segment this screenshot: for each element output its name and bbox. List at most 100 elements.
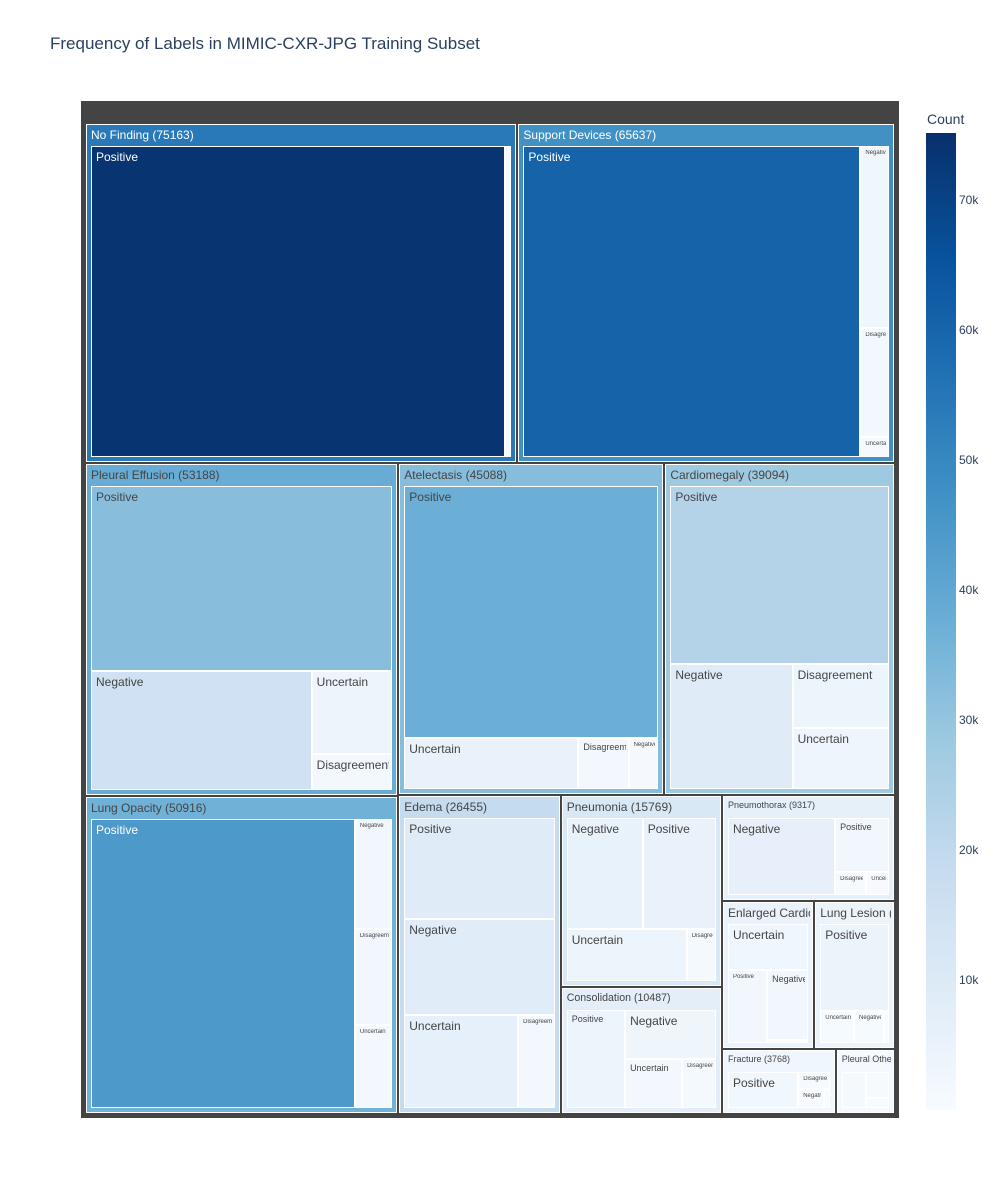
leaf-label: Positive	[647, 822, 690, 837]
leaf-lung-opacity-disagreement[interactable]: Disagreement	[354, 928, 393, 1025]
leaf-pleural-other-unlabeled[interactable]	[865, 1098, 889, 1108]
leaf-label: Negative	[803, 1093, 821, 1100]
leaf-pneumothorax-disagreement[interactable]: Disagreement	[835, 872, 867, 895]
leaf-atelectasis-disagreement[interactable]: Disagreement	[578, 738, 629, 790]
leaf-pleural-other-unlabeled[interactable]	[865, 1072, 889, 1099]
category-label: Enlarged Cardiomediastinum (7004)	[727, 905, 810, 920]
leaf-pleural-effusion-disagreement[interactable]: Disagreement	[311, 753, 393, 790]
leaf-consolidation-disagreement[interactable]: Disagreement	[682, 1058, 716, 1108]
leaf-pneumonia-disagreement[interactable]: Disagreement	[686, 929, 716, 981]
leaf-label: Negative	[859, 1015, 881, 1022]
leaf-consolidation-uncertain[interactable]: Uncertain	[625, 1058, 683, 1108]
leaf-label: Disagreement	[523, 1019, 552, 1026]
leaf-label: Positive	[528, 150, 571, 164]
leaf-pneumonia-negative[interactable]: Negative	[566, 818, 643, 930]
leaf-label: Negative	[865, 150, 886, 156]
leaf-lung-lesion-disagreement[interactable]	[883, 1011, 889, 1044]
leaf-pneumothorax-positive[interactable]: Positive	[835, 818, 889, 873]
leaf-pleural-effusion-uncertain[interactable]: Uncertain	[311, 670, 393, 754]
leaf-label: Positive	[409, 822, 452, 837]
leaf-lung-opacity-negative[interactable]: Negative	[354, 818, 393, 929]
leaf-lung-opacity-uncertain[interactable]: Uncertain	[354, 1024, 393, 1108]
leaf-label: Positive	[825, 927, 868, 942]
leaf-no-finding-positive[interactable]: Positive	[91, 146, 505, 458]
leaf-label: Negative	[409, 922, 457, 937]
leaf-label: Positive	[96, 490, 139, 505]
leaf-pneumonia-uncertain[interactable]: Uncertain	[566, 929, 687, 981]
leaf-support-devices-disagreement[interactable]: Disagreement	[860, 327, 889, 437]
leaf-support-devices-negative[interactable]: Negative	[860, 146, 889, 328]
leaf-label: Negative	[630, 1013, 678, 1028]
leaf-lung-lesion-negative[interactable]: Negative	[854, 1011, 884, 1044]
leaf-pleural-other-unlabeled[interactable]	[841, 1072, 866, 1108]
colorbar-tick-label: 10k	[959, 973, 979, 988]
leaf-no-finding-disagreement[interactable]	[504, 146, 512, 458]
category-label: Pleural Effusion (53188)	[91, 468, 220, 483]
leaf-cardiomegaly-positive[interactable]: Positive	[670, 486, 889, 665]
category-label: Consolidation (10487)	[566, 991, 671, 1004]
leaf-label: Disagreement	[865, 331, 886, 338]
category-label: Pneumothorax (9317)	[727, 800, 816, 811]
chart-title: Frequency of Labels in MIMIC-CXR-JPG Tra…	[50, 34, 480, 53]
leaf-atelectasis-negative[interactable]: Negative	[628, 738, 659, 790]
leaf-label: Positive	[840, 822, 872, 833]
leaf-label: Uncertain	[571, 933, 624, 948]
leaf-label: Disagreement	[359, 932, 389, 939]
leaf-label: Disagreement	[316, 757, 390, 772]
leaf-atelectasis-positive[interactable]: Positive	[404, 486, 659, 739]
leaf-label: Negative	[96, 674, 144, 689]
leaf-edema-disagreement[interactable]: Disagreement	[518, 1015, 555, 1108]
leaf-label: Positive	[732, 973, 754, 980]
category-label: Atelectasis (45088)	[404, 468, 507, 483]
leaf-label: Uncertain	[732, 927, 785, 942]
category-label: Support Devices (65637)	[523, 128, 657, 142]
leaf-lung-opacity-positive[interactable]: Positive	[91, 818, 355, 1108]
leaf-pleural-effusion-positive[interactable]: Positive	[91, 486, 393, 671]
leaf-label: Negative	[675, 668, 723, 683]
leaf-consolidation-negative[interactable]: Negative	[625, 1009, 716, 1059]
leaf-pleural-effusion-negative[interactable]: Negative	[91, 670, 312, 790]
leaf-label: Negative	[571, 822, 620, 837]
leaf-enlarged-cardiomediastinum-disagreement[interactable]	[767, 1039, 809, 1044]
leaf-fracture-positive[interactable]: Positive	[727, 1072, 799, 1108]
leaf-support-devices-positive[interactable]: Positive	[523, 146, 861, 458]
category-label: No Finding (75163)	[91, 128, 194, 142]
leaf-label: Uncertain	[409, 742, 461, 757]
leaf-pneumothorax-negative[interactable]: Negative	[727, 818, 836, 895]
leaf-support-devices-uncertain[interactable]: Uncertain	[860, 436, 889, 458]
leaf-edema-uncertain[interactable]: Uncertain	[404, 1015, 519, 1108]
category-label: Pneumonia (15769)	[566, 800, 673, 815]
leaf-fracture-uncertain[interactable]	[823, 1089, 830, 1108]
category-label: Cardiomegaly (39094)	[670, 468, 790, 483]
leaf-label: Negative	[732, 822, 781, 837]
leaf-cardiomegaly-negative[interactable]: Negative	[670, 664, 793, 790]
leaf-fracture-disagreement[interactable]: Disagreement	[798, 1072, 830, 1090]
leaf-pneumothorax-uncertain[interactable]: Uncertain	[866, 872, 889, 895]
leaf-lung-lesion-uncertain[interactable]: Uncertain	[820, 1011, 854, 1044]
leaf-cardiomegaly-uncertain[interactable]: Uncertain	[792, 727, 889, 790]
leaf-label: Positive	[96, 822, 139, 837]
category-label: Lung Opacity (50916)	[91, 800, 207, 815]
leaf-pneumonia-positive[interactable]: Positive	[642, 818, 716, 930]
leaf-enlarged-cardiomediastinum-negative[interactable]: Negative	[767, 969, 809, 1040]
category-label: Pleural Other (1961)	[841, 1054, 891, 1065]
leaf-cardiomegaly-disagreement[interactable]: Disagreement	[792, 664, 889, 728]
leaf-atelectasis-uncertain[interactable]: Uncertain	[404, 738, 579, 790]
leaf-edema-positive[interactable]: Positive	[404, 818, 555, 919]
colorbar-tick-label: 70k	[959, 193, 979, 208]
leaf-label: Disagreement	[687, 1062, 713, 1069]
leaf-edema-negative[interactable]: Negative	[404, 918, 555, 1016]
leaf-label: Uncertain	[359, 1028, 386, 1035]
colorbar-tick-label: 40k	[959, 583, 979, 598]
colorbar-tick-label: 50k	[959, 453, 979, 468]
leaf-label: Disagreement	[840, 876, 864, 883]
category-label: Fracture (3768)	[727, 1054, 790, 1065]
leaf-label: Uncertain	[409, 1019, 461, 1034]
leaf-lung-lesion-positive[interactable]: Positive	[820, 923, 889, 1012]
leaf-consolidation-positive[interactable]: Positive	[566, 1009, 626, 1108]
leaf-enlarged-cardiomediastinum-positive[interactable]: Positive	[727, 969, 768, 1044]
leaf-label: Uncertain	[316, 674, 369, 689]
leaf-label: Disagreement	[691, 933, 713, 940]
leaf-fracture-negative[interactable]: Negative	[798, 1089, 824, 1108]
leaf-enlarged-cardiomediastinum-uncertain[interactable]: Uncertain	[727, 923, 809, 970]
